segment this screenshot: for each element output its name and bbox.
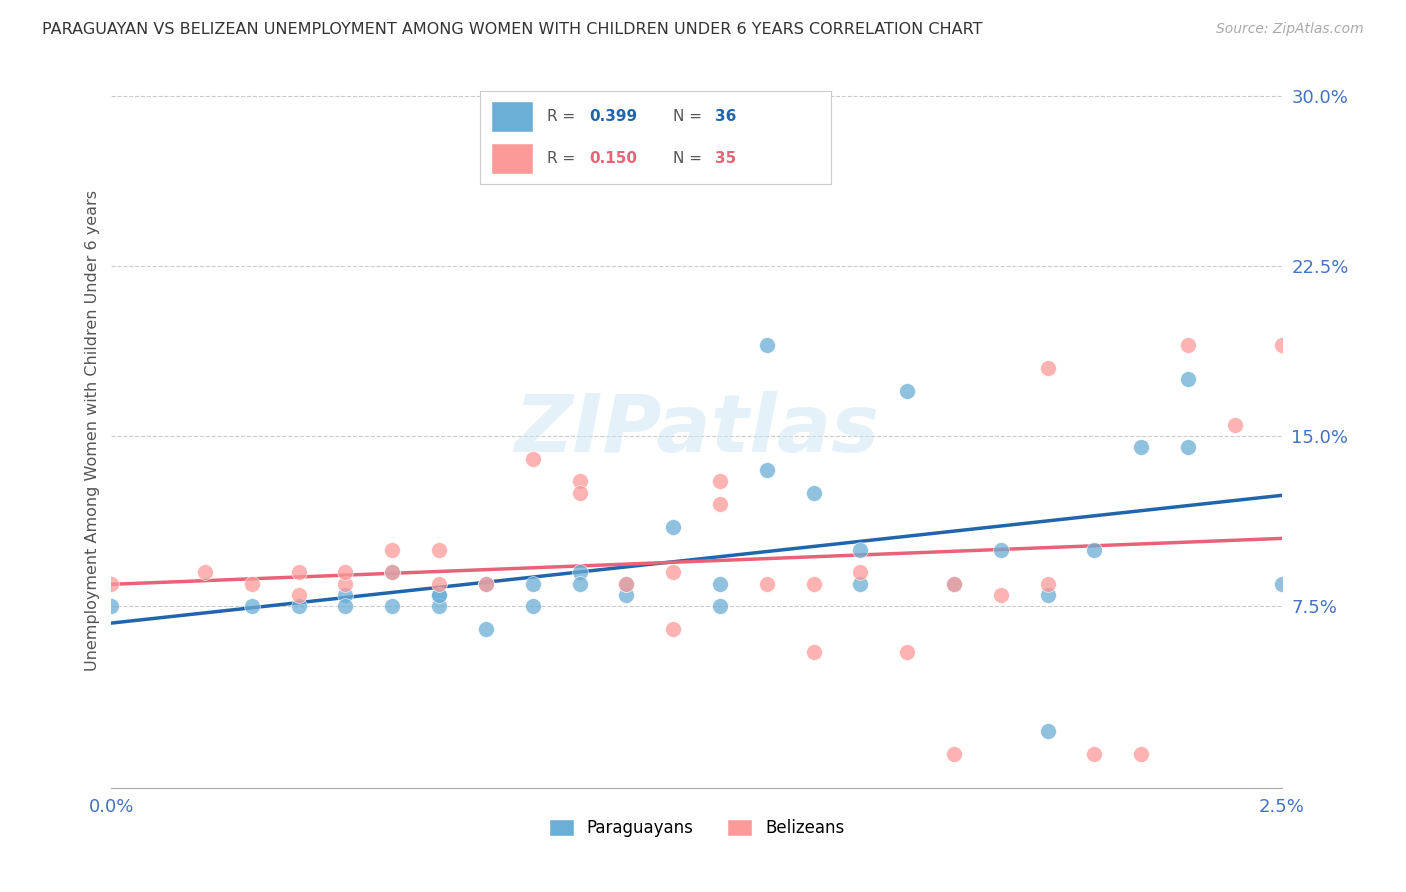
- Y-axis label: Unemployment Among Women with Children Under 6 years: Unemployment Among Women with Children U…: [86, 190, 100, 671]
- Point: [990, 588, 1012, 602]
- Point: [1271, 338, 1294, 352]
- Point: [427, 576, 450, 591]
- Point: [522, 451, 544, 466]
- Point: [287, 566, 309, 580]
- Point: [614, 576, 637, 591]
- Point: [240, 599, 263, 614]
- Point: [381, 599, 404, 614]
- Point: [1177, 372, 1199, 386]
- Point: [755, 576, 778, 591]
- Point: [803, 485, 825, 500]
- Point: [335, 588, 357, 602]
- Point: [896, 645, 918, 659]
- Point: [849, 566, 872, 580]
- Point: [1036, 361, 1059, 376]
- Point: [1130, 747, 1153, 761]
- Point: [849, 576, 872, 591]
- Point: [335, 576, 357, 591]
- Point: [100, 576, 122, 591]
- Point: [709, 599, 731, 614]
- Point: [522, 576, 544, 591]
- Point: [568, 475, 591, 489]
- Point: [803, 645, 825, 659]
- Point: [1177, 441, 1199, 455]
- Point: [709, 576, 731, 591]
- Point: [662, 566, 685, 580]
- Point: [662, 520, 685, 534]
- Point: [943, 747, 966, 761]
- Legend: Paraguayans, Belizeans: Paraguayans, Belizeans: [541, 813, 851, 844]
- Point: [943, 576, 966, 591]
- Point: [475, 576, 498, 591]
- Text: PARAGUAYAN VS BELIZEAN UNEMPLOYMENT AMONG WOMEN WITH CHILDREN UNDER 6 YEARS CORR: PARAGUAYAN VS BELIZEAN UNEMPLOYMENT AMON…: [42, 22, 983, 37]
- Point: [990, 542, 1012, 557]
- Point: [943, 576, 966, 591]
- Point: [755, 338, 778, 352]
- Point: [614, 576, 637, 591]
- Point: [1036, 724, 1059, 739]
- Point: [381, 566, 404, 580]
- Point: [1036, 588, 1059, 602]
- Point: [803, 576, 825, 591]
- Point: [568, 576, 591, 591]
- Point: [662, 622, 685, 636]
- Point: [335, 566, 357, 580]
- Point: [335, 599, 357, 614]
- Point: [568, 566, 591, 580]
- Point: [568, 485, 591, 500]
- Point: [381, 542, 404, 557]
- Text: Source: ZipAtlas.com: Source: ZipAtlas.com: [1216, 22, 1364, 37]
- Point: [709, 497, 731, 511]
- Point: [614, 588, 637, 602]
- Text: ZIPatlas: ZIPatlas: [515, 392, 879, 469]
- Point: [522, 599, 544, 614]
- Point: [475, 622, 498, 636]
- Point: [1130, 441, 1153, 455]
- Point: [100, 599, 122, 614]
- Point: [849, 542, 872, 557]
- Point: [1223, 417, 1246, 432]
- Point: [709, 475, 731, 489]
- Point: [240, 576, 263, 591]
- Point: [1036, 576, 1059, 591]
- Point: [1271, 576, 1294, 591]
- Point: [427, 588, 450, 602]
- Point: [287, 588, 309, 602]
- Point: [1083, 747, 1105, 761]
- Point: [755, 463, 778, 477]
- Point: [287, 599, 309, 614]
- Point: [1177, 338, 1199, 352]
- Point: [427, 599, 450, 614]
- Point: [194, 566, 217, 580]
- Point: [896, 384, 918, 398]
- Point: [1083, 542, 1105, 557]
- Point: [381, 566, 404, 580]
- Point: [427, 542, 450, 557]
- Point: [427, 588, 450, 602]
- Point: [475, 576, 498, 591]
